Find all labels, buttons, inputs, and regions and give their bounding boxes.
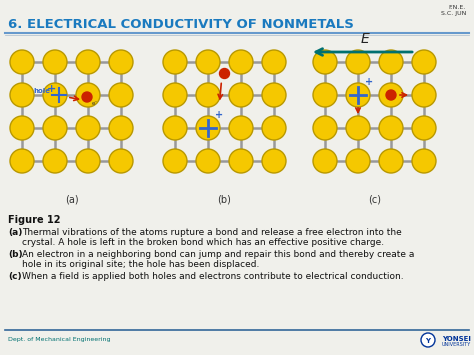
Circle shape <box>109 116 133 140</box>
Text: When a field is applied both holes and electrons contribute to electrical conduc: When a field is applied both holes and e… <box>22 272 404 281</box>
Circle shape <box>346 83 370 107</box>
Circle shape <box>109 50 133 74</box>
Text: 6. ELECTRICAL CONDUCTIVITY OF NONMETALS: 6. ELECTRICAL CONDUCTIVITY OF NONMETALS <box>8 18 354 31</box>
Circle shape <box>421 333 435 347</box>
Text: (c): (c) <box>8 272 22 281</box>
Circle shape <box>196 83 220 107</box>
Circle shape <box>82 92 92 102</box>
Circle shape <box>163 149 187 173</box>
Circle shape <box>109 83 133 107</box>
Circle shape <box>229 116 253 140</box>
Text: F.N.E.: F.N.E. <box>449 5 466 10</box>
Circle shape <box>229 149 253 173</box>
Circle shape <box>412 116 436 140</box>
Circle shape <box>196 50 220 74</box>
Circle shape <box>43 149 67 173</box>
Text: An electron in a neighboring bond can jump and repair this bond and thereby crea: An electron in a neighboring bond can ju… <box>22 250 414 259</box>
Circle shape <box>229 50 253 74</box>
Circle shape <box>346 149 370 173</box>
Text: Y: Y <box>426 338 430 344</box>
Text: Thermal vibrations of the atoms rupture a bond and release a free electron into : Thermal vibrations of the atoms rupture … <box>22 228 402 237</box>
Circle shape <box>196 149 220 173</box>
Circle shape <box>313 116 337 140</box>
Circle shape <box>43 50 67 74</box>
Circle shape <box>10 116 34 140</box>
Circle shape <box>163 50 187 74</box>
Text: Dept. of Mechanical Engineering: Dept. of Mechanical Engineering <box>8 337 110 342</box>
Circle shape <box>229 83 253 107</box>
Circle shape <box>412 149 436 173</box>
Circle shape <box>196 116 220 140</box>
Circle shape <box>379 83 403 107</box>
Text: hole in its original site; the hole has been displaced.: hole in its original site; the hole has … <box>22 260 259 269</box>
Text: YONSEI: YONSEI <box>442 336 471 342</box>
Circle shape <box>262 149 286 173</box>
Circle shape <box>43 116 67 140</box>
Text: +: + <box>215 110 223 120</box>
Text: (b): (b) <box>218 194 231 204</box>
Text: +: + <box>365 77 373 87</box>
Text: hole: hole <box>33 88 50 94</box>
Circle shape <box>76 116 100 140</box>
Circle shape <box>262 83 286 107</box>
Circle shape <box>412 50 436 74</box>
Circle shape <box>346 50 370 74</box>
Circle shape <box>262 116 286 140</box>
Circle shape <box>10 83 34 107</box>
Circle shape <box>313 83 337 107</box>
Text: UNIVERSITY: UNIVERSITY <box>442 342 471 347</box>
Text: (a): (a) <box>64 194 78 204</box>
Circle shape <box>262 50 286 74</box>
Text: (b): (b) <box>8 250 23 259</box>
Text: (a): (a) <box>8 228 22 237</box>
Circle shape <box>346 116 370 140</box>
Text: (c): (c) <box>368 194 381 204</box>
Circle shape <box>163 116 187 140</box>
Circle shape <box>313 149 337 173</box>
Circle shape <box>313 50 337 74</box>
Circle shape <box>379 149 403 173</box>
Circle shape <box>379 116 403 140</box>
Circle shape <box>76 50 100 74</box>
Circle shape <box>10 149 34 173</box>
Text: +: + <box>47 84 56 94</box>
Circle shape <box>386 90 396 100</box>
Text: S.C. JUN: S.C. JUN <box>441 11 466 16</box>
Circle shape <box>76 83 100 107</box>
Circle shape <box>219 69 229 78</box>
Text: Figure 12: Figure 12 <box>8 215 61 225</box>
Circle shape <box>412 83 436 107</box>
Circle shape <box>76 149 100 173</box>
Text: E: E <box>361 32 369 46</box>
Circle shape <box>43 83 67 107</box>
Text: e⁻: e⁻ <box>92 101 98 106</box>
Circle shape <box>109 149 133 173</box>
Text: crystal. A hole is left in the broken bond which has an effective positive charg: crystal. A hole is left in the broken bo… <box>22 238 384 247</box>
Circle shape <box>10 50 34 74</box>
Circle shape <box>379 50 403 74</box>
Circle shape <box>163 83 187 107</box>
